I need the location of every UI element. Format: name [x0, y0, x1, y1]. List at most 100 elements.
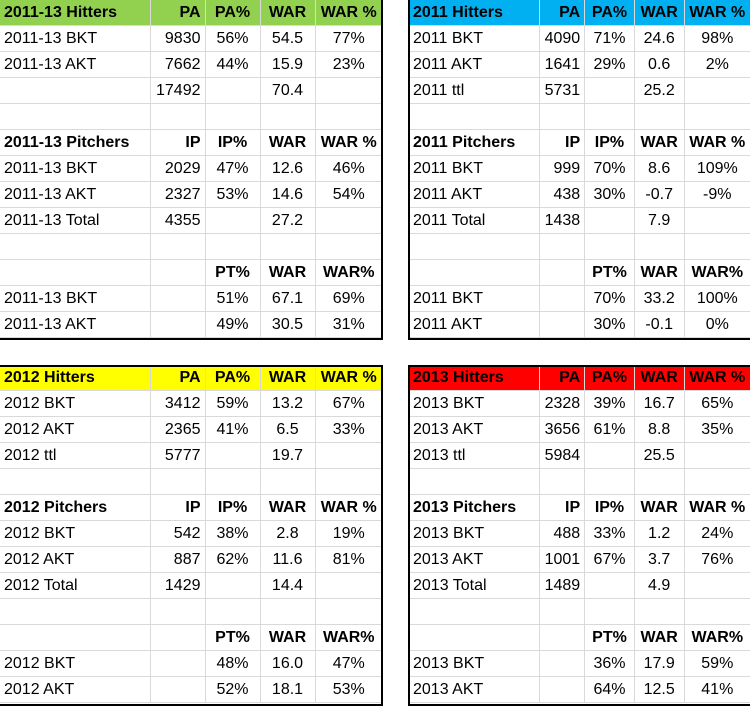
table-cell: 24.6 [634, 25, 685, 52]
table-row: 2011-13 BKT 2029 47% 12.6 46% [0, 155, 382, 182]
stats-table: 2012 Hitters PA PA% WAR WAR % 2012 BKT 3412 59%… [0, 365, 382, 703]
blank-row [0, 103, 382, 130]
table-cell: 0% [684, 311, 750, 338]
table-cell: 488 [539, 520, 586, 547]
table-cell: 24% [684, 520, 750, 547]
table-cell: 59% [684, 650, 750, 677]
empty-cell [584, 233, 635, 260]
empty-cell [315, 598, 382, 625]
blank-row [0, 598, 382, 625]
table-row: 2013 Total 1489 4.9 [409, 572, 750, 599]
table-row: 2011 Total 1438 7.9 [409, 207, 750, 234]
table-row: 2012 ttl 5777 19.7 [0, 442, 382, 469]
empty-cell [150, 103, 206, 130]
hitters-header-cell: PA [150, 0, 206, 26]
table-cell: 39% [584, 390, 635, 417]
table-cell: 2012 AKT [0, 416, 151, 443]
table-cell: 30% [584, 311, 635, 338]
hitters-header-cell: WAR % [684, 365, 750, 391]
pitchers-header-cell: WAR % [684, 129, 750, 156]
total-header-cell: PT% [584, 624, 635, 651]
hitters-header-cell: PA [539, 0, 586, 26]
empty-cell [0, 598, 151, 625]
table-cell: 35% [684, 416, 750, 443]
pitchers-header-cell: 2013 Pitchers [409, 494, 541, 521]
empty-cell [260, 103, 316, 130]
table-cell: 59% [205, 390, 261, 417]
table-cell: 2011 AKT [409, 181, 541, 208]
table-cell [684, 572, 750, 599]
table-cell: 31% [315, 311, 382, 338]
total-header-cell [409, 259, 541, 286]
total-header-cell [409, 624, 541, 651]
total-header-cell: WAR [260, 259, 316, 286]
table-cell: 2011 AKT [409, 51, 541, 78]
table-row: 2011 BKT 70% 33.2 100% [409, 285, 750, 312]
table-row: 2011 AKT 1641 29% 0.6 2% [409, 51, 750, 78]
panel-2011-13: 2011-13 Hitters PA PA% WAR WAR % 2011-13 BKT 9… [0, 0, 382, 338]
table-cell: 2327 [150, 181, 206, 208]
pitchers-header-cell: WAR [260, 494, 316, 521]
table-cell: 51% [205, 285, 261, 312]
table-cell: 7662 [150, 51, 206, 78]
table-cell: 2012 ttl [0, 442, 151, 469]
empty-cell [205, 598, 261, 625]
empty-cell [539, 233, 586, 260]
table-cell: 67% [584, 546, 635, 573]
table-row: 2013 AKT 1001 67% 3.7 76% [409, 546, 750, 573]
hitters-header-cell: WAR % [684, 0, 750, 26]
table-cell: 2011-13 AKT [0, 311, 151, 338]
blank-row [0, 468, 382, 495]
table-cell: 14.6 [260, 181, 316, 208]
empty-cell [409, 468, 541, 495]
table-cell [584, 77, 635, 104]
pitchers-header-cell: IP% [205, 494, 261, 521]
empty-cell [0, 103, 151, 130]
table-cell: 2013 BKT [409, 390, 541, 417]
pitchers-header-row: 2011-13 Pitchers IP IP% WAR WAR % [0, 129, 382, 156]
table-row: 2011-13 BKT 51% 67.1 69% [0, 285, 382, 312]
table-row: 2011-13 AKT 2327 53% 14.6 54% [0, 181, 382, 208]
hitters-header-row: 2013 Hitters PA PA% WAR WAR % [409, 365, 750, 391]
table-cell: 17492 [150, 77, 206, 104]
table-cell: 2013 ttl [409, 442, 541, 469]
table-cell [539, 676, 586, 703]
table-cell: 2011 BKT [409, 25, 541, 52]
table-cell: 2011-13 Total [0, 207, 151, 234]
table-cell: 8.8 [634, 416, 685, 443]
hitters-header-cell: PA% [205, 0, 261, 26]
table-cell [205, 572, 261, 599]
pitchers-header-row: 2012 Pitchers IP IP% WAR WAR % [0, 494, 382, 521]
stats-table: 2011-13 Hitters PA PA% WAR WAR % 2011-13 BKT 9… [0, 0, 382, 338]
table-cell: 71% [584, 25, 635, 52]
table-cell: 887 [150, 546, 206, 573]
pitchers-header-cell: WAR [634, 494, 685, 521]
hitters-header-cell: WAR [634, 365, 685, 391]
table-cell: 2012 AKT [0, 546, 151, 573]
table-cell: 27.2 [260, 207, 316, 234]
table-cell [584, 572, 635, 599]
table-row: 2013 AKT 3656 61% 8.8 35% [409, 416, 750, 443]
table-cell: 2011 BKT [409, 155, 541, 182]
table-row: 2012 Total 1429 14.4 [0, 572, 382, 599]
table-cell: 56% [205, 25, 261, 52]
table-cell: 69% [315, 285, 382, 312]
blank-row [409, 103, 750, 130]
table-cell: 70.4 [260, 77, 316, 104]
table-row: 2013 ttl 5984 25.5 [409, 442, 750, 469]
table-cell: -0.1 [634, 311, 685, 338]
table-cell: 61% [584, 416, 635, 443]
table-row: 2011-13 Total 4355 27.2 [0, 207, 382, 234]
empty-cell [205, 103, 261, 130]
table-cell: 2011-13 BKT [0, 25, 151, 52]
hitters-header-cell: WAR [260, 0, 316, 26]
table-cell: 6.5 [260, 416, 316, 443]
stats-table: 2011 Hitters PA PA% WAR WAR % 2011 BKT 4090 71%… [409, 0, 750, 338]
table-cell [150, 285, 206, 312]
empty-cell [0, 233, 151, 260]
table-cell: 12.6 [260, 155, 316, 182]
table-cell: 1438 [539, 207, 586, 234]
blank-row [0, 233, 382, 260]
table-cell: 18.1 [260, 676, 316, 703]
pitchers-header-cell: WAR [634, 129, 685, 156]
